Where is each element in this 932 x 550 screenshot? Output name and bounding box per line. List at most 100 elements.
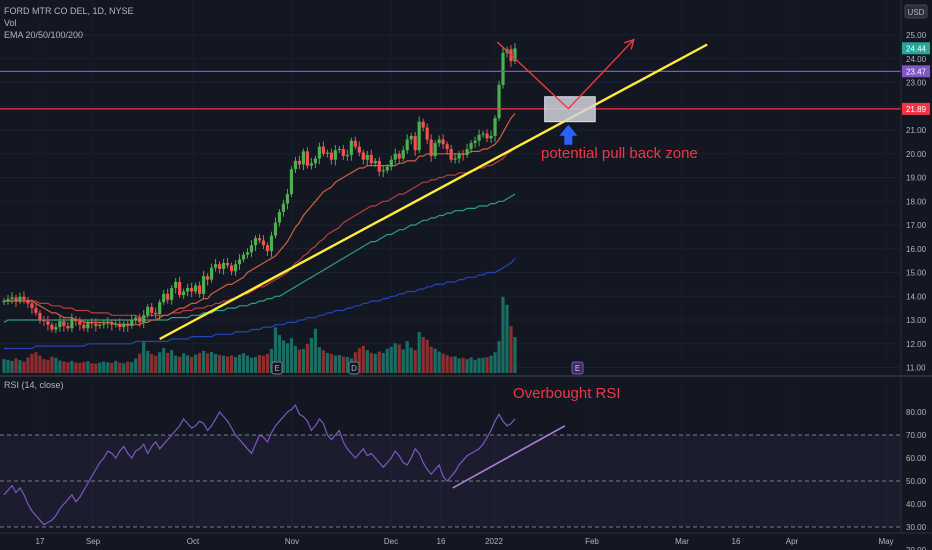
volume-bar <box>381 352 385 373</box>
volume-bar <box>453 356 457 373</box>
volume-bar <box>122 363 126 373</box>
volume-bar <box>445 355 449 373</box>
candle-body <box>397 153 401 159</box>
volume-bar <box>14 358 18 373</box>
price-tick-label: 20.00 <box>906 150 927 159</box>
candle-body <box>18 296 22 301</box>
candle-body <box>493 118 497 136</box>
candle-body <box>405 139 409 151</box>
volume-bar <box>94 363 98 373</box>
volume-bar <box>182 353 186 373</box>
volume-bar <box>469 357 473 373</box>
candle-body <box>114 323 118 325</box>
volume-bar <box>257 355 262 373</box>
volume-bar <box>154 355 158 373</box>
candle-body <box>453 158 457 160</box>
candle-body <box>341 149 345 157</box>
volume-bar <box>18 360 22 373</box>
volume-bar <box>297 349 302 373</box>
earnings-marker-1[interactable]: E <box>274 364 279 373</box>
price-tick-label: 13.00 <box>906 316 927 325</box>
candle-body <box>58 321 62 328</box>
volume-bar <box>341 356 345 373</box>
symbol-legend[interactable]: FORD MTR CO DEL, 1D, NYSE <box>4 6 134 16</box>
candle-body <box>513 48 517 62</box>
volume-bar <box>313 328 317 373</box>
volume-bar <box>166 352 170 373</box>
candle-body <box>365 154 369 160</box>
candle-body <box>158 302 162 315</box>
candle-body <box>70 318 74 329</box>
currency-badge-bg[interactable] <box>904 4 928 19</box>
volume-bar <box>513 337 517 373</box>
pullback-zone-box[interactable] <box>544 96 596 123</box>
earnings-marker-1-box[interactable] <box>271 361 283 375</box>
volume-bar <box>377 351 381 373</box>
candle-body <box>333 150 337 160</box>
projection-path[interactable] <box>496 39 635 110</box>
volume-bar <box>261 355 266 373</box>
volume-bar <box>126 361 130 373</box>
candle-body <box>241 254 246 260</box>
candle-body <box>245 252 250 255</box>
price-tick-label: 21.00 <box>906 126 927 135</box>
volume-bar <box>417 332 421 373</box>
volume-bar <box>301 348 306 373</box>
candle-body <box>277 211 282 223</box>
candle-body <box>441 139 445 145</box>
volume-bar <box>22 361 26 373</box>
volume-legend[interactable]: Vol <box>4 18 17 28</box>
volume-bar <box>50 356 54 373</box>
volume-bar <box>441 353 445 373</box>
ema-legend[interactable]: EMA 20/50/100/200 <box>4 30 83 40</box>
volume-bar <box>86 361 90 373</box>
candle-body <box>66 325 70 329</box>
volume-bar <box>357 348 361 373</box>
candle-body <box>46 321 50 325</box>
projection-arrowhead <box>624 38 635 50</box>
volume-bar <box>190 357 194 373</box>
volume-bar <box>42 359 46 373</box>
dividend-marker-box[interactable] <box>348 361 360 375</box>
candle-body <box>182 291 186 296</box>
volume-bar <box>273 327 278 373</box>
earnings-marker-2-box[interactable] <box>571 361 584 375</box>
candle-body <box>42 320 46 322</box>
volume-bar <box>401 349 405 373</box>
volume-bar <box>281 340 286 373</box>
time-tick-label: 2022 <box>485 537 503 546</box>
volume-bar <box>361 346 365 373</box>
candle-body <box>321 146 325 154</box>
earnings-marker-2[interactable]: E <box>575 364 580 373</box>
volume-bar <box>237 354 242 373</box>
rsi-divergence-line[interactable] <box>452 425 566 489</box>
candle-body <box>253 238 258 246</box>
volume-bar <box>369 352 373 373</box>
price-tick-label: 11.00 <box>906 364 926 373</box>
volume-bar <box>46 359 50 373</box>
volume-bar <box>437 351 441 373</box>
candle-body <box>86 322 90 329</box>
currency-badge[interactable]: USD <box>908 8 925 17</box>
candle-body <box>6 299 10 301</box>
candle-body <box>421 121 425 128</box>
price-tick-label: 18.00 <box>906 197 927 206</box>
ema200-line <box>4 257 516 350</box>
rsi-legend[interactable]: RSI (14, close) <box>4 380 64 390</box>
price-tick-label: 17.00 <box>906 221 927 230</box>
volume-bar <box>449 356 453 373</box>
volume-bar <box>405 341 409 373</box>
candle-body <box>229 265 234 272</box>
dividend-marker[interactable]: D <box>351 364 357 373</box>
yellow-trendline[interactable] <box>159 43 708 341</box>
candle-body <box>54 327 58 330</box>
rsi-tick-label: 20.00 <box>906 546 927 550</box>
volume-bar <box>26 357 30 373</box>
candle-body <box>146 306 150 316</box>
volume-bar <box>277 334 282 373</box>
candle-body <box>433 143 437 157</box>
